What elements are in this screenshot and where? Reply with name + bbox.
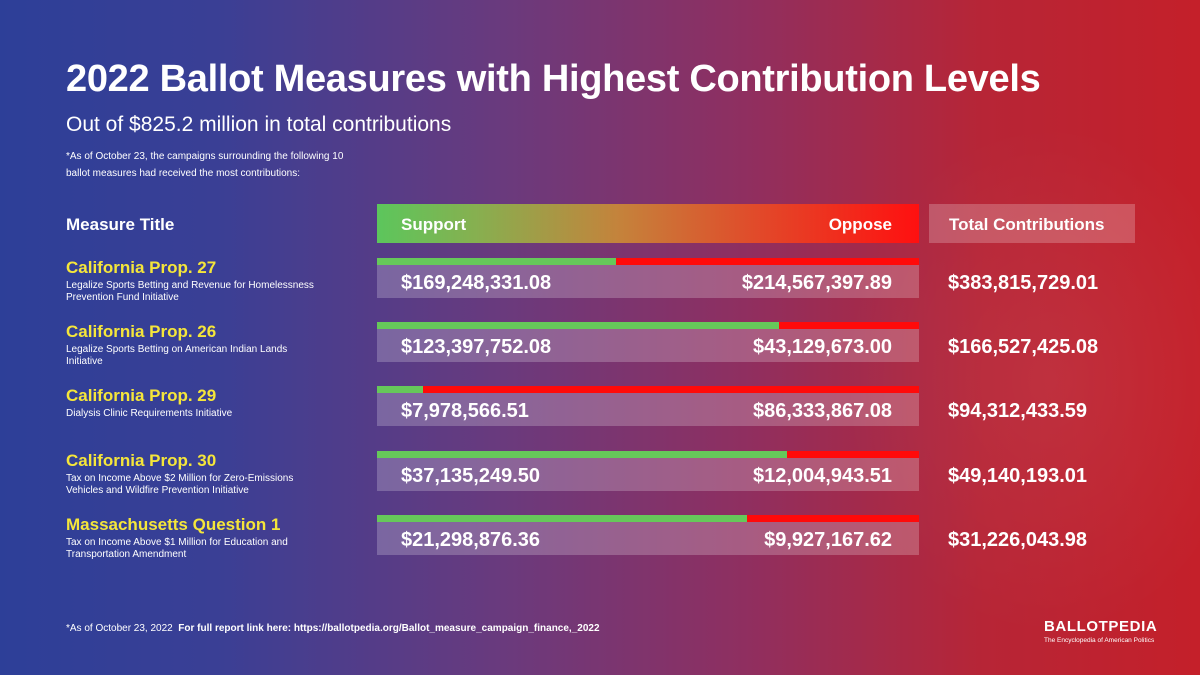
oppose-amount: $9,927,167.62 xyxy=(764,529,892,551)
measure-description: Tax on Income Above $1 Million for Educa… xyxy=(66,537,288,560)
total-amount: $49,140,193.01 xyxy=(948,465,1088,487)
amounts-box: $7,978,566.51 $86,333,867.08 xyxy=(377,393,919,426)
measure-title: California Prop. 29 xyxy=(66,386,217,405)
header-note: *As of October 23, the campaigns surroun… xyxy=(66,151,344,179)
amounts-box: $123,397,752.08 $43,129,673.00 xyxy=(377,329,919,362)
support-amount: $169,248,331.08 xyxy=(401,272,552,294)
support-amount: $21,298,876.36 xyxy=(401,529,541,551)
ballotpedia-logo: BALLOTPEDIA xyxy=(1044,618,1158,635)
total-amount: $94,312,433.59 xyxy=(948,400,1088,422)
oppose-bar xyxy=(377,322,919,329)
oppose-amount: $214,567,397.89 xyxy=(741,272,892,294)
measure-row: Massachusetts Question 1 Tax on Income Ab… xyxy=(0,515,1200,581)
measure-title: California Prop. 30 xyxy=(66,451,217,470)
support-bar xyxy=(377,386,423,393)
oppose-bar xyxy=(377,258,919,265)
oppose-bar xyxy=(377,451,919,458)
support-bar xyxy=(377,451,787,458)
measure-description: Legalize Sports Betting and Revenue for … xyxy=(66,280,314,303)
total-amount: $383,815,729.01 xyxy=(948,272,1099,294)
amounts-box: $37,135,249.50 $12,004,943.51 xyxy=(377,458,919,491)
footer-date: *As of October 23, 2022 xyxy=(66,623,173,634)
support-bar xyxy=(377,322,779,329)
support-amount: $37,135,249.50 xyxy=(401,465,541,487)
measure-description: Dialysis Clinic Requirements Initiative xyxy=(66,408,233,419)
oppose-bar xyxy=(377,386,919,393)
measure-row: California Prop. 30 Tax on Income Above $… xyxy=(0,451,1200,517)
oppose-bar xyxy=(377,515,919,522)
measure-description: Legalize Sports Betting on American Indi… xyxy=(66,344,288,367)
measure-title-header: Measure Title xyxy=(66,215,175,234)
oppose-amount: $86,333,867.08 xyxy=(752,400,892,422)
oppose-amount: $43,129,673.00 xyxy=(752,336,892,358)
support-amount: $123,397,752.08 xyxy=(401,336,552,358)
measure-row: California Prop. 26 Legalize Sports Betti… xyxy=(0,322,1200,388)
measure-title: Massachusetts Question 1 xyxy=(66,515,281,534)
ballotpedia-tagline: The Encyclopedia of American Politics xyxy=(1044,637,1155,644)
oppose-header-label: Oppose xyxy=(828,215,892,234)
measure-row: California Prop. 29 Dialysis Clinic Requ… xyxy=(0,386,1200,452)
total-amount: $31,226,043.98 xyxy=(948,529,1088,551)
measure-row: California Prop. 27 Legalize Sports Betti… xyxy=(0,258,1200,324)
total-amount: $166,527,425.08 xyxy=(948,336,1099,358)
amounts-box: $21,298,876.36 $9,927,167.62 xyxy=(377,522,919,555)
page-subtitle: Out of $825.2 million in total contribut… xyxy=(66,113,452,136)
support-header-label: Support xyxy=(401,215,467,234)
page-title: 2022 Ballot Measures with Highest Contri… xyxy=(66,58,1041,100)
support-oppose-header: Support Oppose xyxy=(377,204,919,243)
support-amount: $7,978,566.51 xyxy=(401,400,529,422)
measure-description: Tax on Income Above $2 Million for Zero-… xyxy=(66,473,294,496)
footer-note: *As of October 23, 2022 For full report … xyxy=(66,623,600,634)
measure-title: California Prop. 27 xyxy=(66,258,217,277)
support-bar xyxy=(377,258,616,265)
measure-title: California Prop. 26 xyxy=(66,322,217,341)
footer-report-link[interactable]: For full report link here: https://ballo… xyxy=(178,623,600,634)
amounts-box: $169,248,331.08 $214,567,397.89 xyxy=(377,265,919,298)
total-contributions-header: Total Contributions xyxy=(929,204,1135,243)
support-bar xyxy=(377,515,747,522)
oppose-amount: $12,004,943.51 xyxy=(752,465,892,487)
